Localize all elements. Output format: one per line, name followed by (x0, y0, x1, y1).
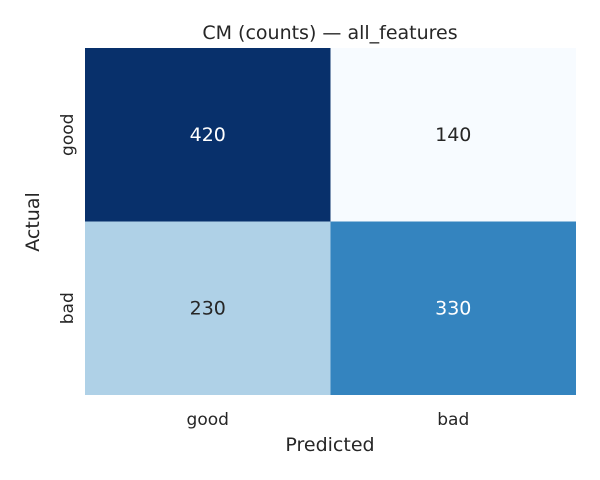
heatmap-cell-good-good (85, 48, 331, 222)
heatmap-cells: 420 140 230 330 (85, 48, 576, 395)
y-axis-label: Actual (22, 192, 44, 252)
heatmap-cell-bad-good (85, 221, 331, 395)
y-tick-labels: good bad (58, 114, 78, 325)
cell-value-bad-bad: 330 (435, 297, 471, 319)
x-tick-labels: good bad (187, 410, 470, 430)
x-axis-label: Predicted (285, 434, 374, 456)
cell-value-good-bad: 140 (435, 124, 471, 146)
cell-value-bad-good: 230 (190, 297, 226, 319)
x-tick-bad: bad (437, 410, 469, 430)
x-tick-good: good (187, 410, 229, 430)
heatmap-cell-good-bad (330, 48, 576, 222)
y-tick-good: good (58, 114, 78, 156)
cell-value-good-good: 420 (190, 124, 226, 146)
y-tick-bad: bad (58, 292, 78, 324)
heatmap-cell-bad-bad (330, 221, 576, 395)
chart-title: CM (counts) — all_features (202, 22, 457, 44)
